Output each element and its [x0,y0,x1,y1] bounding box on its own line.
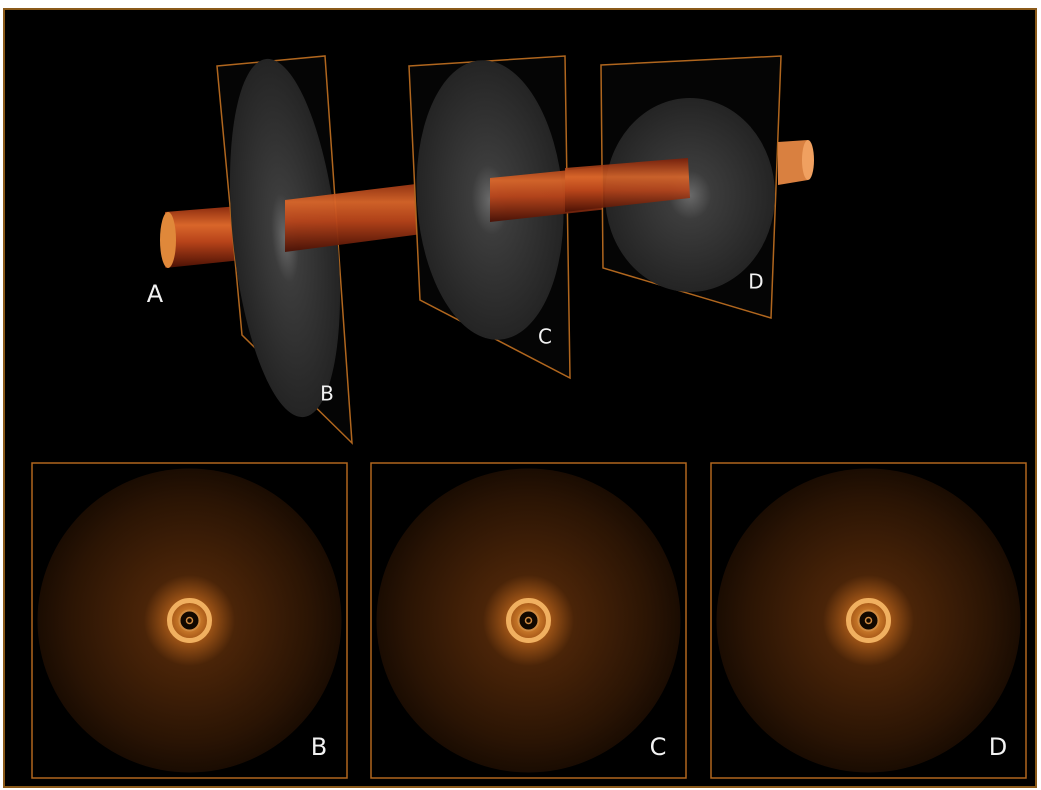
cross-sections: B C D [32,463,1026,778]
panel-label: C [650,733,667,761]
label: B [320,382,334,406]
catheter [180,611,200,631]
vessel-end [802,140,814,180]
catheter [519,611,539,631]
vessel-end [160,212,176,268]
panel-label: D [989,733,1007,761]
panel-label: B [311,733,327,761]
label: C [538,325,552,349]
label: A [147,280,164,308]
catheter [859,611,879,631]
label: D [748,270,763,294]
page: A B C D BCD (() => { const data = JSON.p… [0,0,1041,790]
figure: A B C D B C D [0,0,1041,790]
